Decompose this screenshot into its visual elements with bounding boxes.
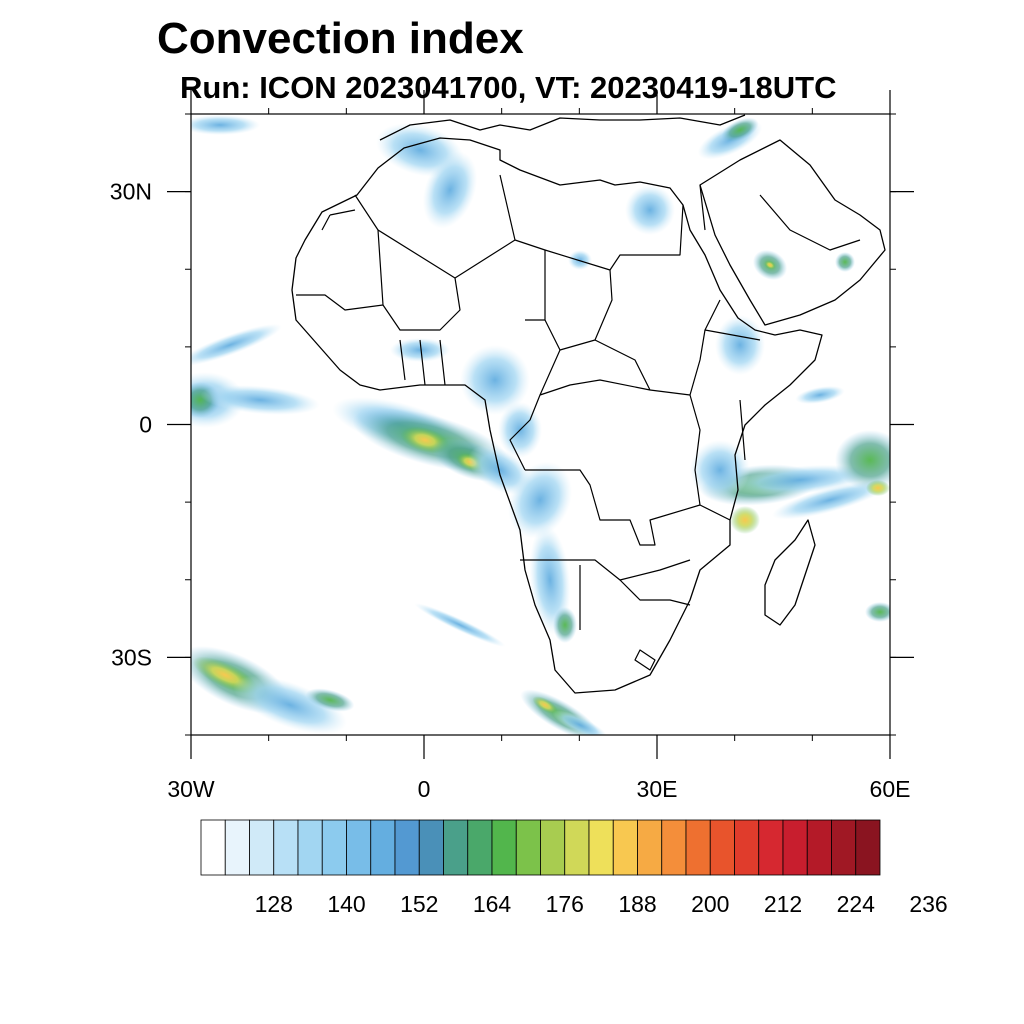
convection-cell <box>764 260 776 270</box>
convection-cell <box>625 185 675 235</box>
colorbar-swatch <box>515 819 541 876</box>
convection-cell <box>422 151 478 229</box>
convection-cell <box>771 480 889 520</box>
colorbar-swatch <box>782 819 808 876</box>
convection-cell <box>795 386 845 404</box>
madagascar-coastline <box>764 519 816 626</box>
axis-ticks: 30W 0 30E 60E 30N 0 30S <box>110 90 914 802</box>
colorbar-label: 200 <box>691 891 729 917</box>
coastlines-borders <box>291 114 886 694</box>
colorbar-swatch <box>467 819 493 876</box>
country-border <box>509 349 651 471</box>
country-border <box>399 339 446 386</box>
colorbar-swatch <box>394 819 420 876</box>
convection-cell <box>233 675 347 735</box>
africa-coastline <box>291 137 823 694</box>
y-tick-label: 30N <box>110 179 152 205</box>
colorbar-swatch <box>224 819 250 876</box>
convection-cell <box>414 603 506 647</box>
convection-cell <box>305 688 355 712</box>
colorbar-swatch <box>200 819 226 876</box>
convection-field <box>191 115 890 735</box>
convection-cell <box>552 710 608 735</box>
convection-cell <box>390 338 450 362</box>
colorbar-label: 164 <box>473 891 512 917</box>
colorbar-label: 188 <box>618 891 656 917</box>
colorbar-swatch <box>637 819 663 876</box>
convection-cell <box>866 480 890 496</box>
colorbar-swatch <box>855 819 881 876</box>
colorbar-swatch <box>806 819 832 876</box>
country-border <box>699 184 861 251</box>
convection-cell <box>721 117 759 143</box>
convection-cell <box>865 602 890 622</box>
convection-cell <box>568 250 592 270</box>
arabia-coastline <box>699 139 886 326</box>
country-border <box>296 194 384 311</box>
country-border <box>377 229 546 321</box>
convection-cell <box>730 506 760 534</box>
colorbar-swatch <box>588 819 614 876</box>
chart-subtitle: Run: ICON 2023041700, VT: 20230419-18UTC <box>180 70 837 105</box>
colorbar-swatch <box>443 819 469 876</box>
country-border <box>499 174 684 271</box>
x-tick-label: 30E <box>637 776 678 802</box>
colorbar-swatch <box>709 819 735 876</box>
convection-cell <box>532 696 558 714</box>
country-border <box>689 394 731 521</box>
colorbar-label: 212 <box>764 891 802 917</box>
convection-cell <box>715 315 765 375</box>
x-tick-label: 0 <box>418 776 431 802</box>
colorbar-swatch <box>661 819 687 876</box>
colorbar-swatch <box>491 819 517 876</box>
convection-cell <box>690 440 750 500</box>
convection-cell <box>507 461 573 539</box>
colorbar-label: 236 <box>909 891 947 917</box>
colorbar-label: 128 <box>255 891 293 917</box>
country-border <box>579 565 691 630</box>
colorbar-swatch <box>612 819 638 876</box>
country-border <box>594 299 721 396</box>
convection-cell <box>553 607 577 643</box>
colorbar-label: 224 <box>837 891 876 917</box>
convection-cell <box>835 430 890 490</box>
convection-cell <box>529 525 571 635</box>
colorbar-swatch <box>418 819 444 876</box>
x-tick-label: 30W <box>167 776 215 802</box>
colorbar-swatch <box>540 819 566 876</box>
chart-title: Convection index <box>157 14 524 63</box>
colorbar-swatch <box>297 819 323 876</box>
country-border <box>544 269 613 351</box>
convection-cell <box>835 252 855 272</box>
colorbar-label: 152 <box>400 891 438 917</box>
country-border <box>525 469 701 546</box>
country-border <box>634 649 656 671</box>
colorbar: 128 140 152 164 176 188 200 212 224 236 <box>200 819 948 917</box>
colorbar-swatch <box>831 819 857 876</box>
mediterranean-coastline <box>379 114 746 141</box>
colorbar-swatch <box>685 819 711 876</box>
country-border <box>382 277 461 331</box>
country-border <box>321 209 356 231</box>
y-tick-label: 0 <box>139 412 152 438</box>
convection-cell <box>191 115 260 135</box>
convection-cell <box>191 323 282 367</box>
convection-cell <box>200 385 320 415</box>
colorbar-swatch <box>370 819 396 876</box>
y-tick-label: 30S <box>111 644 152 670</box>
colorbar-label: 140 <box>327 891 365 917</box>
colorbar-label: 176 <box>546 891 584 917</box>
colorbar-swatch <box>758 819 784 876</box>
x-tick-label: 60E <box>870 776 911 802</box>
country-border <box>704 329 761 461</box>
colorbar-swatch <box>734 819 760 876</box>
colorbar-swatch <box>321 819 347 876</box>
colorbar-swatch <box>273 819 299 876</box>
convection-cell <box>460 345 530 415</box>
colorbar-swatch <box>346 819 372 876</box>
colorbar-swatch <box>564 819 590 876</box>
colorbar-swatch <box>249 819 275 876</box>
